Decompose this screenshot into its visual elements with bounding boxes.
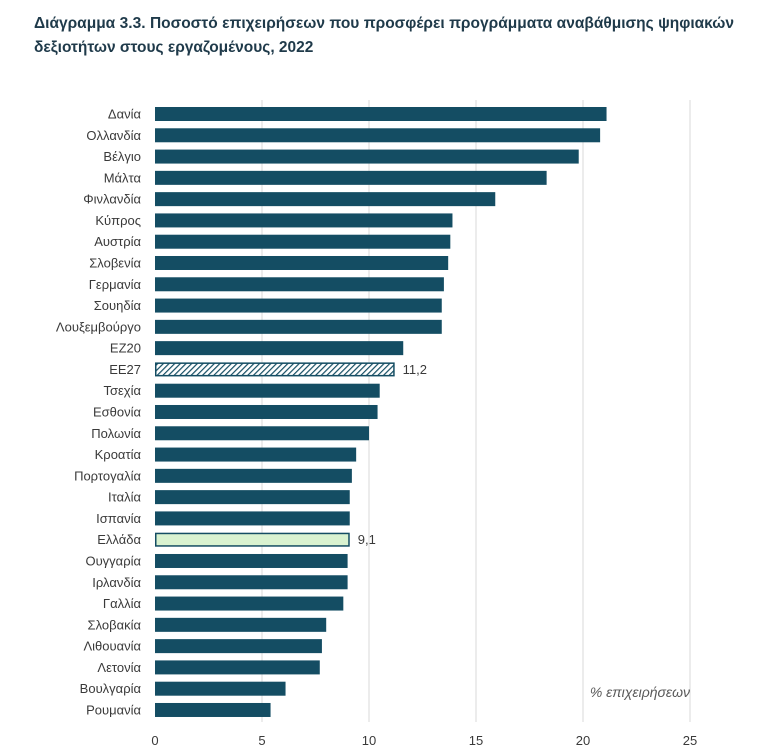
bar (155, 532, 350, 547)
bar (155, 447, 357, 462)
chart-title: Διάγραμμα 3.3. Ποσοστό επιχειρήσεων που … (34, 15, 734, 56)
bar (155, 234, 451, 249)
category-label: Γαλλία (103, 596, 142, 611)
data-labels: 11,2 9,1 (358, 362, 427, 547)
x-tick-label: 5 (258, 733, 265, 748)
x-tick-label: 0 (151, 733, 158, 748)
category-label: Λιθουανία (83, 639, 141, 654)
category-label: Ιρλανδία (92, 575, 141, 590)
category-label: Λουξεμβούργο (56, 319, 141, 334)
data-label: 9,1 (358, 532, 376, 547)
x-axis-ticks: 0 5 10 15 20 25 (151, 733, 697, 748)
bars (155, 107, 607, 717)
bar (155, 170, 547, 185)
bar (155, 362, 395, 377)
category-label: Λετονία (97, 660, 141, 675)
bar (155, 277, 444, 292)
bar (155, 319, 442, 334)
category-label: Πορτογαλία (74, 468, 141, 483)
bar (155, 596, 344, 611)
bar (155, 255, 449, 270)
bar (155, 213, 453, 228)
x-tick-label: 20 (576, 733, 590, 748)
bar (155, 298, 442, 313)
bar (155, 107, 607, 121)
x-tick-label: 10 (362, 733, 376, 748)
bar (155, 128, 601, 143)
category-label: Δανία (108, 107, 142, 122)
bar (155, 404, 378, 419)
bar (155, 575, 348, 590)
category-label: Εσθονία (93, 404, 142, 419)
category-label: Ισπανία (96, 511, 141, 526)
bar (155, 192, 496, 207)
category-label: Σλοβακία (88, 617, 142, 632)
category-label: Αυστρία (94, 234, 141, 249)
x-axis-unit-label: % επιχειρήσεων (590, 684, 690, 700)
bar (155, 426, 369, 441)
bar (155, 617, 327, 632)
bar (155, 553, 348, 568)
category-label: Γερμανία (89, 277, 142, 292)
category-label: Ουγγαρία (85, 553, 141, 568)
category-label: Τσεχία (103, 383, 141, 398)
category-label: Κύπρος (95, 213, 141, 228)
category-label: Φινλανδία (83, 192, 141, 207)
bar (155, 490, 350, 505)
category-label: Ελλάδα (97, 532, 141, 547)
category-label: Ρουμανία (86, 702, 141, 717)
category-label: ΕΕ27 (109, 362, 141, 377)
data-label: 11,2 (403, 362, 427, 377)
x-tick-label: 15 (469, 733, 483, 748)
category-label: Ολλανδία (86, 128, 141, 143)
bar (155, 702, 271, 717)
category-label: Βέλγιο (103, 149, 141, 164)
category-label: Κροατία (95, 447, 142, 462)
x-tick-label: 25 (683, 733, 697, 748)
bar (155, 468, 352, 483)
category-label: Σουηδία (94, 298, 142, 313)
category-labels: Δανία Ολλανδία Βέλγιο Μάλτα Φινλανδία Κύπρος Α… (56, 107, 142, 718)
bar (155, 511, 350, 526)
bar (155, 639, 322, 654)
category-label: Σλοβενία (89, 255, 141, 270)
category-label: Μάλτα (104, 170, 142, 185)
category-label: ΕΖ20 (110, 341, 141, 356)
bar (155, 660, 320, 675)
bar (155, 681, 286, 696)
bar (155, 341, 404, 356)
category-label: Βουλγαρία (80, 681, 142, 696)
bar (155, 149, 579, 164)
bar (155, 383, 380, 398)
category-label: Ιταλία (108, 490, 141, 505)
category-label: Πολωνία (91, 426, 141, 441)
